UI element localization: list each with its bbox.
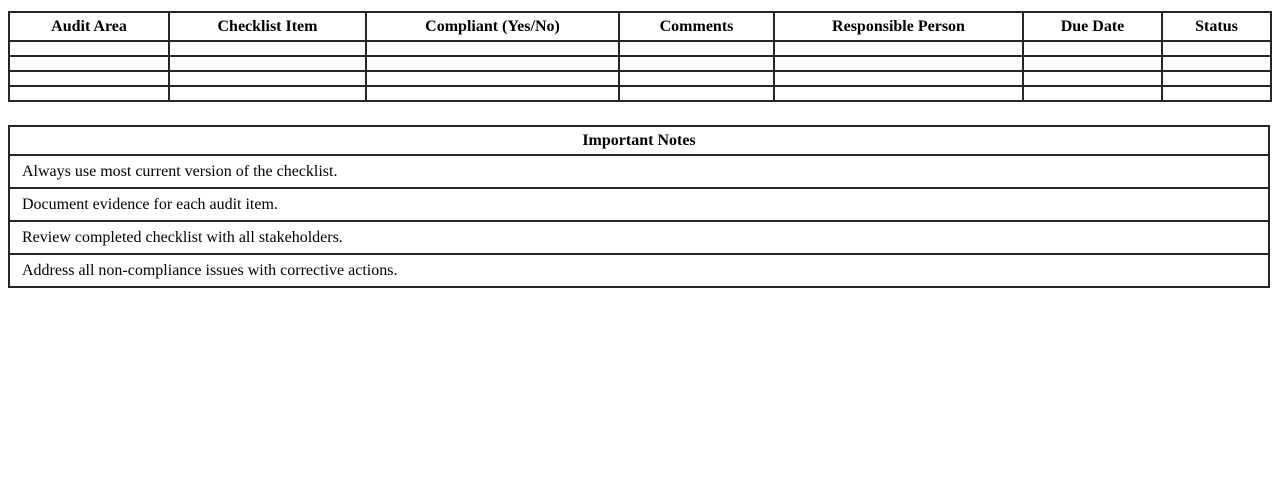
- checklist-empty-cell: [1161, 40, 1272, 57]
- checklist-empty-cell: [1161, 85, 1272, 102]
- note-row: Always use most current version of the c…: [8, 154, 1270, 189]
- note-row: Address all non-compliance issues with c…: [8, 253, 1270, 288]
- checklist-empty-cell: [618, 40, 775, 57]
- header-cell-compliant: Compliant (Yes/No): [365, 11, 620, 42]
- checklist-empty-cell: [8, 70, 170, 87]
- audit-checklist-table: Audit Area Checklist Item Compliant (Yes…: [8, 11, 1272, 102]
- checklist-empty-cell: [8, 85, 170, 102]
- checklist-empty-rows: [8, 40, 1272, 102]
- header-cell-checklist-item: Checklist Item: [168, 11, 367, 42]
- note-text: Review completed checklist with all stak…: [8, 220, 1270, 255]
- checklist-empty-cell: [773, 85, 1024, 102]
- note-text: Address all non-compliance issues with c…: [8, 253, 1270, 288]
- checklist-empty-row: [8, 40, 1272, 57]
- checklist-empty-cell: [168, 55, 367, 72]
- checklist-empty-row: [8, 55, 1272, 72]
- checklist-empty-cell: [618, 85, 775, 102]
- note-row: Document evidence for each audit item.: [8, 187, 1270, 222]
- checklist-empty-cell: [1161, 70, 1272, 87]
- checklist-empty-cell: [773, 70, 1024, 87]
- note-text: Document evidence for each audit item.: [8, 187, 1270, 222]
- checklist-empty-cell: [1022, 70, 1163, 87]
- checklist-empty-cell: [8, 55, 170, 72]
- header-cell-comments: Comments: [618, 11, 775, 42]
- notes-title: Important Notes: [8, 125, 1270, 156]
- checklist-empty-row: [8, 70, 1272, 87]
- checklist-empty-cell: [1022, 40, 1163, 57]
- checklist-empty-cell: [365, 40, 620, 57]
- notes-body: Always use most current version of the c…: [8, 154, 1270, 288]
- important-notes-table: Important Notes Always use most current …: [8, 125, 1270, 288]
- checklist-empty-cell: [8, 40, 170, 57]
- header-cell-status: Status: [1161, 11, 1272, 42]
- checklist-empty-cell: [168, 40, 367, 57]
- checklist-empty-row: [8, 85, 1272, 102]
- checklist-empty-cell: [773, 55, 1024, 72]
- checklist-empty-cell: [1022, 85, 1163, 102]
- checklist-empty-cell: [365, 85, 620, 102]
- checklist-empty-cell: [773, 40, 1024, 57]
- checklist-empty-cell: [365, 55, 620, 72]
- checklist-empty-cell: [168, 70, 367, 87]
- checklist-empty-cell: [618, 55, 775, 72]
- checklist-empty-cell: [1161, 55, 1272, 72]
- checklist-empty-cell: [618, 70, 775, 87]
- header-cell-due-date: Due Date: [1022, 11, 1163, 42]
- checklist-empty-cell: [365, 70, 620, 87]
- note-text: Always use most current version of the c…: [8, 154, 1270, 189]
- notes-header-row: Important Notes: [8, 125, 1270, 156]
- checklist-header-row: Audit Area Checklist Item Compliant (Yes…: [8, 11, 1272, 42]
- checklist-empty-cell: [1022, 55, 1163, 72]
- header-cell-responsible-person: Responsible Person: [773, 11, 1024, 42]
- note-row: Review completed checklist with all stak…: [8, 220, 1270, 255]
- checklist-empty-cell: [168, 85, 367, 102]
- header-cell-audit-area: Audit Area: [8, 11, 170, 42]
